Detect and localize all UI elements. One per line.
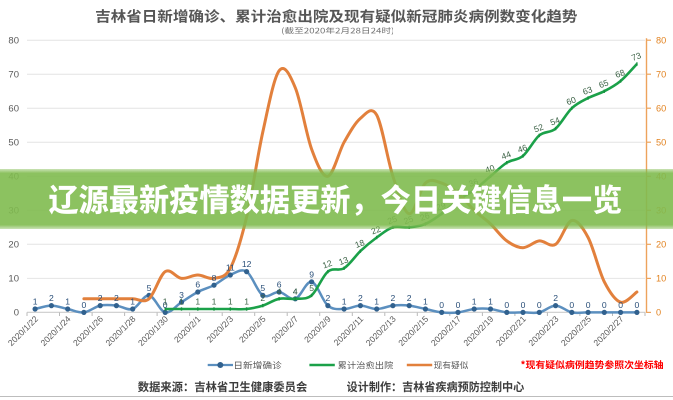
svg-text:2020/2/21: 2020/2/21 xyxy=(494,314,528,348)
svg-text:20: 20 xyxy=(656,240,666,250)
svg-text:73: 73 xyxy=(630,50,643,63)
svg-text:2020/2/9: 2020/2/9 xyxy=(302,314,333,345)
svg-text:12: 12 xyxy=(321,258,334,271)
svg-text:2: 2 xyxy=(49,293,54,303)
svg-text:5: 5 xyxy=(260,283,265,293)
svg-text:13: 13 xyxy=(337,254,350,267)
svg-text:2020/2/25: 2020/2/25 xyxy=(559,314,593,348)
svg-text:2: 2 xyxy=(553,293,558,303)
svg-text:0: 0 xyxy=(656,308,661,318)
svg-text:5: 5 xyxy=(309,283,314,293)
svg-text:70: 70 xyxy=(656,69,666,79)
svg-text:2020/2/27: 2020/2/27 xyxy=(591,314,625,348)
svg-text:2020/2/1: 2020/2/1 xyxy=(172,314,203,345)
svg-text:2: 2 xyxy=(407,293,412,303)
svg-text:44: 44 xyxy=(500,149,513,162)
svg-text:10: 10 xyxy=(656,274,666,284)
svg-text:2020/1/28: 2020/1/28 xyxy=(104,314,138,348)
svg-text:1: 1 xyxy=(195,297,200,307)
svg-text:54: 54 xyxy=(549,115,562,128)
svg-text:0: 0 xyxy=(163,300,168,310)
svg-text:2: 2 xyxy=(98,293,103,303)
svg-text:0: 0 xyxy=(602,300,607,310)
svg-text:1: 1 xyxy=(163,297,168,307)
svg-text:0: 0 xyxy=(82,300,87,310)
svg-text:2020/2/23: 2020/2/23 xyxy=(526,314,560,348)
svg-text:2020/2/15: 2020/2/15 xyxy=(396,314,430,348)
svg-text:2020/2/13: 2020/2/13 xyxy=(364,314,398,348)
svg-text:2: 2 xyxy=(260,293,265,303)
svg-text:2020/1/30: 2020/1/30 xyxy=(136,314,170,348)
svg-text:2020/2/17: 2020/2/17 xyxy=(429,314,463,348)
svg-text:1: 1 xyxy=(33,297,38,307)
svg-text:46: 46 xyxy=(516,142,529,155)
svg-text:2: 2 xyxy=(391,293,396,303)
svg-text:0: 0 xyxy=(586,300,591,310)
svg-text:4: 4 xyxy=(293,286,298,296)
svg-text:2020/2/5: 2020/2/5 xyxy=(237,314,268,345)
svg-text:0: 0 xyxy=(635,300,640,310)
svg-text:3: 3 xyxy=(179,290,184,300)
svg-text:0: 0 xyxy=(521,300,526,310)
svg-text:1: 1 xyxy=(244,297,249,307)
svg-text:4: 4 xyxy=(277,286,282,296)
svg-text:2020/1/22: 2020/1/22 xyxy=(6,314,40,348)
svg-text:2020/2/11: 2020/2/11 xyxy=(332,314,366,348)
svg-text:68: 68 xyxy=(614,67,627,80)
svg-text:2: 2 xyxy=(114,293,119,303)
svg-text:1: 1 xyxy=(65,297,70,307)
svg-text:1: 1 xyxy=(423,297,428,307)
svg-text:50: 50 xyxy=(8,138,19,149)
svg-text:0: 0 xyxy=(569,300,574,310)
svg-text:0: 0 xyxy=(14,308,19,319)
svg-text:1: 1 xyxy=(179,297,184,307)
svg-text:9: 9 xyxy=(309,269,314,279)
svg-text:0: 0 xyxy=(456,300,461,310)
svg-text:80: 80 xyxy=(8,36,19,47)
svg-text:6: 6 xyxy=(277,280,282,290)
svg-text:6: 6 xyxy=(195,280,200,290)
svg-text:2: 2 xyxy=(326,293,331,303)
svg-text:1: 1 xyxy=(228,297,233,307)
svg-text:2: 2 xyxy=(358,293,363,303)
svg-text:52: 52 xyxy=(532,122,545,135)
svg-text:65: 65 xyxy=(597,77,610,90)
svg-text:80: 80 xyxy=(656,35,666,45)
svg-text:12: 12 xyxy=(242,259,252,269)
svg-text:2020/2/3: 2020/2/3 xyxy=(204,314,235,345)
svg-text:1: 1 xyxy=(130,297,135,307)
svg-text:18: 18 xyxy=(354,237,367,250)
svg-text:0: 0 xyxy=(537,300,542,310)
svg-text:60: 60 xyxy=(8,104,19,115)
svg-text:63: 63 xyxy=(581,84,594,97)
svg-text:1: 1 xyxy=(374,297,379,307)
svg-text:1: 1 xyxy=(342,297,347,307)
svg-text:5: 5 xyxy=(147,283,152,293)
svg-text:70: 70 xyxy=(8,70,19,81)
svg-text:0: 0 xyxy=(618,300,623,310)
svg-text:2020/1/24: 2020/1/24 xyxy=(39,314,73,348)
svg-text:1: 1 xyxy=(488,297,493,307)
svg-text:20: 20 xyxy=(8,240,19,251)
svg-text:2020/1/26: 2020/1/26 xyxy=(71,314,105,348)
svg-text:4: 4 xyxy=(293,286,298,296)
svg-text:0: 0 xyxy=(504,300,509,310)
svg-text:50: 50 xyxy=(656,137,666,147)
svg-text:1: 1 xyxy=(212,297,217,307)
svg-text:60: 60 xyxy=(565,94,578,107)
svg-text:10: 10 xyxy=(8,274,19,285)
svg-text:60: 60 xyxy=(656,103,666,113)
svg-text:2020/2/7: 2020/2/7 xyxy=(269,314,300,345)
svg-text:8: 8 xyxy=(212,273,217,283)
svg-text:1: 1 xyxy=(472,297,477,307)
svg-text:11: 11 xyxy=(226,263,235,273)
svg-text:0: 0 xyxy=(439,300,444,310)
svg-text:2020/2/19: 2020/2/19 xyxy=(461,314,495,348)
